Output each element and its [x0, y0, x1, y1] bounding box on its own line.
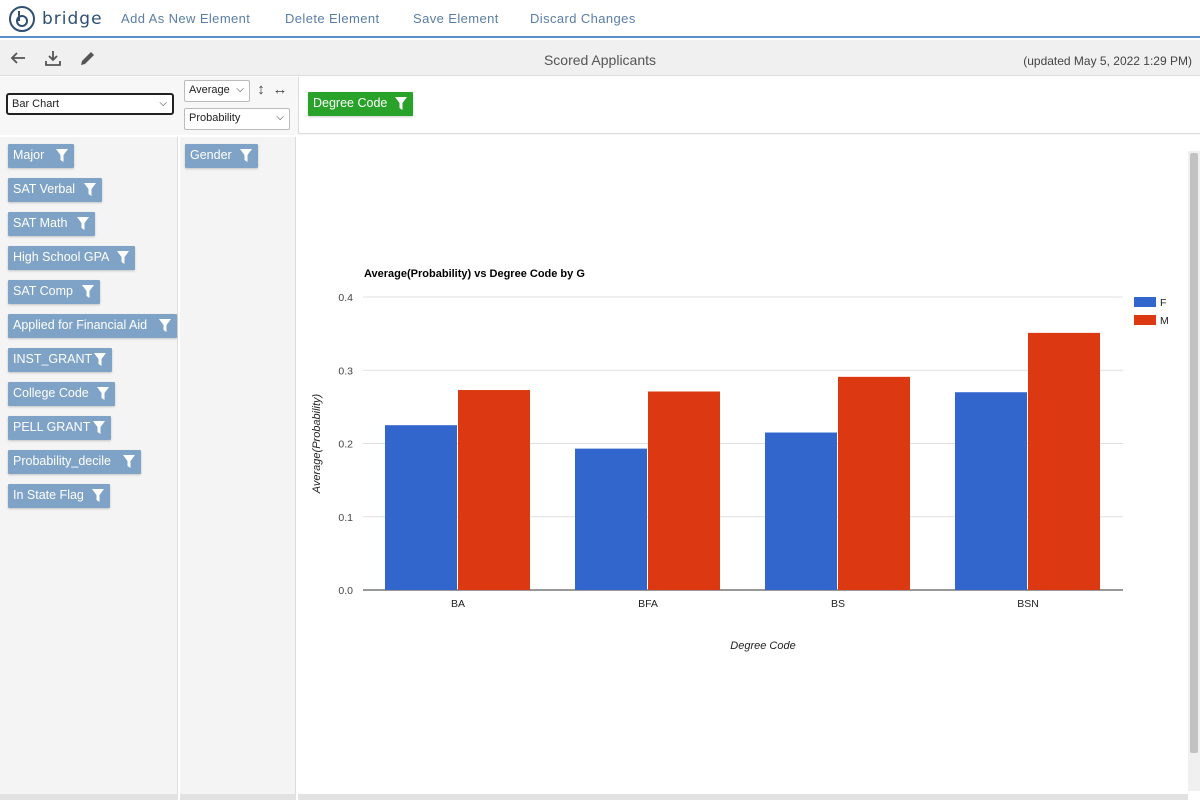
aggregate-value: Average — [189, 84, 230, 96]
vertical-scrollbar[interactable] — [1188, 151, 1200, 791]
chevron-down-icon: ⌵ — [236, 84, 244, 95]
field-list-panel: Major SAT Verbal SAT Math High School GPA SA… — [0, 137, 178, 800]
field-pill-label: SAT Math — [13, 216, 68, 230]
bar-chart: Average(Probability) vs Degree Code by G… — [311, 268, 1169, 652]
measure-select[interactable]: Probability ⌵ — [184, 108, 290, 130]
y-tick-label: 0.4 — [338, 292, 353, 304]
download-icon[interactable] — [43, 48, 63, 68]
toolbar: Scored Applicants (updated May 5, 2022 1… — [0, 40, 1200, 76]
x-axis-label: Degree Code — [730, 640, 795, 652]
field-pill-label: Major — [13, 148, 45, 162]
y-tick-label: 0.3 — [338, 365, 353, 377]
chart-panel: Average(Probability) vs Degree Code by G… — [298, 137, 1200, 800]
bar-m-bsn — [1028, 332, 1100, 590]
legend-label-f: F — [1160, 297, 1166, 309]
filter-icon[interactable] — [93, 421, 105, 434]
bar-f-bs — [765, 432, 837, 590]
chevron-down-icon: ⌵ — [159, 98, 167, 109]
bar-f-bfa — [575, 448, 647, 590]
filter-icon[interactable] — [56, 149, 68, 162]
field-pill-label: Applied for Financial Aid — [13, 318, 148, 332]
legend-label-m: M — [1160, 315, 1169, 327]
chart-title: Average(Probability) vs Degree Code by G — [364, 268, 585, 280]
field-pill[interactable]: INST_GRANT — [8, 348, 112, 372]
filter-icon[interactable] — [97, 387, 109, 400]
degree-code-column-pill[interactable]: Degree Code — [308, 92, 414, 116]
filter-icon[interactable] — [84, 183, 96, 196]
filter-icon[interactable] — [117, 251, 129, 264]
filter-icon[interactable] — [82, 285, 94, 298]
chevron-down-icon: ⌵ — [276, 112, 284, 123]
horizontal-scrollbar[interactable] — [0, 794, 178, 800]
add-as-new-element-link[interactable]: Add As New Element — [121, 11, 251, 26]
field-pill-label: SAT Comp — [13, 284, 73, 298]
horizontal-scrollbar[interactable] — [298, 794, 1188, 800]
x-tick-label: BSN — [1017, 598, 1039, 610]
filter-icon[interactable] — [239, 149, 252, 162]
filter-icon[interactable] — [159, 319, 171, 332]
measure-value: Probability — [189, 112, 241, 124]
logo-text: bridge — [42, 9, 103, 29]
column-drop-zone[interactable]: Degree Code — [298, 77, 1200, 134]
x-tick-label: BS — [831, 598, 845, 610]
scrollbar-thumb[interactable] — [1190, 153, 1198, 753]
horizontal-scrollbar[interactable] — [180, 794, 296, 800]
field-pill[interactable]: College Code — [8, 382, 115, 406]
gender-group-pill[interactable]: Gender — [185, 144, 258, 168]
field-pill[interactable]: In State Flag — [8, 484, 110, 508]
legend-swatch-m — [1134, 315, 1156, 325]
filter-icon[interactable] — [395, 97, 408, 110]
field-pill[interactable]: SAT Math — [8, 212, 95, 236]
field-pill[interactable]: Major — [8, 144, 74, 168]
legend-swatch-f — [1134, 297, 1156, 307]
field-pill[interactable]: High School GPA — [8, 246, 135, 270]
page-title: Scored Applicants — [543, 52, 657, 68]
field-pill-label: PELL GRANT — [13, 420, 91, 434]
field-pill-label: INST_GRANT — [13, 352, 93, 366]
edit-pencil-icon[interactable] — [78, 48, 98, 68]
filter-icon[interactable] — [77, 217, 89, 230]
bar-m-bfa — [648, 391, 720, 590]
y-tick-label: 0.1 — [338, 512, 353, 524]
filter-icon[interactable] — [123, 455, 135, 468]
field-pill-label: High School GPA — [13, 250, 110, 264]
bar-f-bsn — [955, 392, 1027, 590]
y-tick-label: 0.0 — [338, 585, 353, 597]
x-tick-label: BFA — [638, 598, 658, 610]
bar-m-ba — [458, 390, 530, 590]
group-by-panel: Gender — [180, 137, 296, 800]
save-element-link[interactable]: Save Element — [413, 11, 499, 26]
field-pill-label: In State Flag — [13, 488, 84, 502]
filter-icon[interactable] — [94, 353, 106, 366]
chart-type-value: Bar Chart — [12, 98, 60, 110]
bar-m-bs — [838, 376, 910, 590]
y-tick-label: 0.2 — [338, 439, 353, 451]
field-pill[interactable]: PELL GRANT — [8, 416, 111, 440]
y-axis-label: Average(Probability) — [311, 393, 323, 494]
x-tick-label: BA — [451, 598, 465, 610]
field-pill-label: Probability_decile — [13, 454, 111, 468]
back-arrow-icon[interactable] — [8, 48, 28, 68]
aggregate-select[interactable]: Average ⌵ — [184, 80, 250, 102]
top-nav: bridge Add As New Element Delete Element… — [0, 0, 1200, 38]
field-pill[interactable]: Probability_decile — [8, 450, 141, 474]
field-pill[interactable]: SAT Comp — [8, 280, 100, 304]
field-pill-label: SAT Verbal — [13, 182, 76, 196]
vertical-swap-icon[interactable]: ↕ — [257, 81, 265, 98]
discard-changes-link[interactable]: Discard Changes — [530, 11, 636, 26]
horizontal-swap-icon[interactable]: ↔ — [272, 81, 288, 98]
bar-f-ba — [385, 425, 457, 590]
column-field-label: Degree Code — [313, 96, 388, 110]
delete-element-link[interactable]: Delete Element — [285, 11, 380, 26]
filter-icon[interactable] — [92, 489, 104, 502]
field-pill-label: College Code — [13, 386, 89, 400]
app-logo[interactable]: bridge — [8, 5, 103, 33]
group-field-label: Gender — [190, 148, 232, 162]
field-pill[interactable]: Applied for Financial Aid — [8, 314, 177, 338]
bridge-logo-icon — [9, 6, 35, 32]
chart-type-select[interactable]: Bar Chart ⌵ — [6, 93, 174, 115]
field-pill[interactable]: SAT Verbal — [8, 178, 102, 202]
updated-timestamp: (updated May 5, 2022 1:29 PM) — [1023, 54, 1192, 68]
